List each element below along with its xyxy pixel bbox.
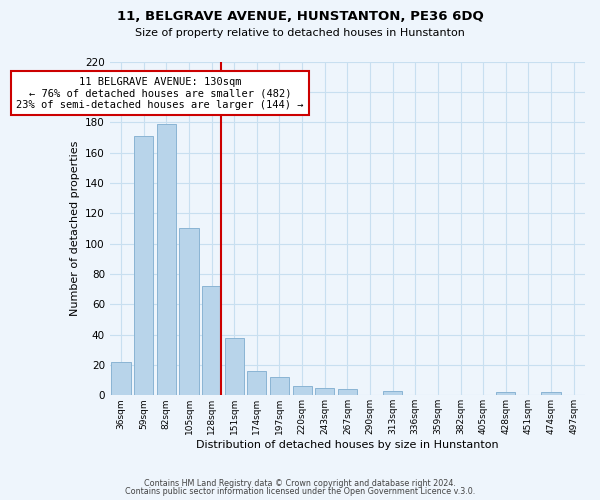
Y-axis label: Number of detached properties: Number of detached properties <box>70 140 80 316</box>
Bar <box>247 371 266 396</box>
Text: Contains HM Land Registry data © Crown copyright and database right 2024.: Contains HM Land Registry data © Crown c… <box>144 478 456 488</box>
Bar <box>383 390 402 396</box>
Bar <box>293 386 312 396</box>
Bar <box>315 388 334 396</box>
Bar <box>338 389 357 396</box>
Bar <box>541 392 560 396</box>
Text: Contains public sector information licensed under the Open Government Licence v.: Contains public sector information licen… <box>125 487 475 496</box>
Text: Size of property relative to detached houses in Hunstanton: Size of property relative to detached ho… <box>135 28 465 38</box>
Bar <box>224 338 244 396</box>
Bar <box>179 228 199 396</box>
Bar <box>496 392 515 396</box>
Bar <box>134 136 154 396</box>
Text: 11 BELGRAVE AVENUE: 130sqm
← 76% of detached houses are smaller (482)
23% of sem: 11 BELGRAVE AVENUE: 130sqm ← 76% of deta… <box>16 76 304 110</box>
Bar <box>202 286 221 396</box>
Bar <box>112 362 131 396</box>
Bar <box>270 377 289 396</box>
X-axis label: Distribution of detached houses by size in Hunstanton: Distribution of detached houses by size … <box>196 440 499 450</box>
Text: 11, BELGRAVE AVENUE, HUNSTANTON, PE36 6DQ: 11, BELGRAVE AVENUE, HUNSTANTON, PE36 6D… <box>116 10 484 23</box>
Bar <box>157 124 176 396</box>
